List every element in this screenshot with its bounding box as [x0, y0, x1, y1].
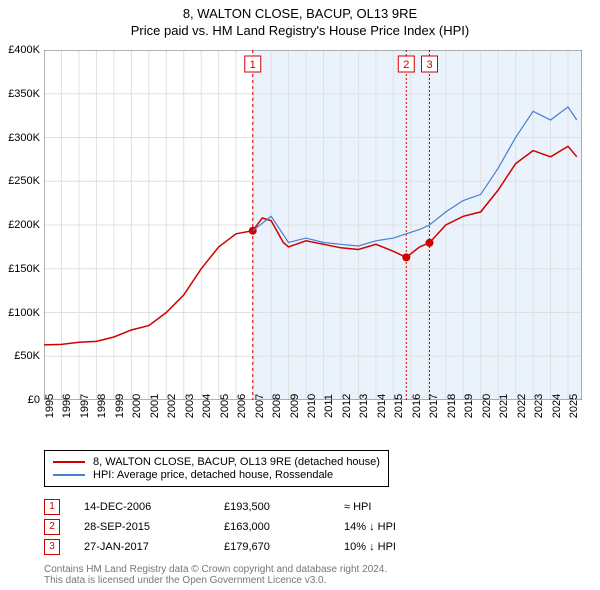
chart-title: 8, WALTON CLOSE, BACUP, OL13 9RE	[0, 0, 600, 21]
x-tick-label: 1999	[114, 394, 126, 418]
y-tick-label: £150K	[8, 263, 40, 275]
x-tick-label: 2002	[166, 394, 178, 418]
x-tick-label: 2018	[446, 394, 458, 418]
x-tick-label: 2025	[568, 394, 580, 418]
chart-subtitle: Price paid vs. HM Land Registry's House …	[0, 21, 600, 38]
x-tick-label: 2009	[289, 394, 301, 418]
x-tick-label: 2015	[393, 394, 405, 418]
footer-line: Contains HM Land Registry data © Crown c…	[44, 564, 387, 575]
legend-label: HPI: Average price, detached house, Ross…	[93, 469, 333, 481]
x-tick-label: 2024	[551, 394, 563, 418]
y-tick-label: £400K	[8, 44, 40, 56]
marker-badge: 1	[44, 499, 60, 515]
x-tick-label: 2005	[219, 394, 231, 418]
y-tick-label: £250K	[8, 175, 40, 187]
x-tick-label: 2007	[254, 394, 266, 418]
transaction-date: 28-SEP-2015	[84, 521, 224, 533]
x-tick-label: 1996	[61, 394, 73, 418]
transaction-price: £179,670	[224, 541, 344, 553]
table-row: 2 28-SEP-2015 £163,000 14% ↓ HPI	[44, 519, 444, 535]
x-tick-label: 2003	[184, 394, 196, 418]
y-tick-label: £0	[28, 394, 40, 406]
transaction-date: 27-JAN-2017	[84, 541, 224, 553]
table-row: 3 27-JAN-2017 £179,670 10% ↓ HPI	[44, 539, 444, 555]
x-tick-label: 1995	[44, 394, 56, 418]
y-tick-label: £200K	[8, 219, 40, 231]
x-tick-label: 2020	[481, 394, 493, 418]
footer-text: Contains HM Land Registry data © Crown c…	[44, 564, 387, 586]
legend-item: 8, WALTON CLOSE, BACUP, OL13 9RE (detach…	[53, 456, 380, 468]
transaction-pct: 10% ↓ HPI	[344, 541, 444, 553]
legend: 8, WALTON CLOSE, BACUP, OL13 9RE (detach…	[44, 450, 389, 487]
x-tick-label: 2000	[131, 394, 143, 418]
transaction-pct: ≈ HPI	[344, 501, 444, 513]
legend-item: HPI: Average price, detached house, Ross…	[53, 469, 380, 481]
table-row: 1 14-DEC-2006 £193,500 ≈ HPI	[44, 499, 444, 515]
x-tick-label: 1998	[96, 394, 108, 418]
transaction-price: £193,500	[224, 501, 344, 513]
transactions-table: 1 14-DEC-2006 £193,500 ≈ HPI 2 28-SEP-20…	[44, 495, 444, 559]
legend-swatch	[53, 474, 85, 476]
x-tick-label: 2008	[271, 394, 283, 418]
x-tick-label: 2001	[149, 394, 161, 418]
x-tick-label: 2004	[201, 394, 213, 418]
footer-line: This data is licensed under the Open Gov…	[44, 575, 387, 586]
legend-swatch	[53, 461, 85, 463]
x-tick-label: 2012	[341, 394, 353, 418]
x-tick-label: 2021	[498, 394, 510, 418]
transaction-pct: 14% ↓ HPI	[344, 521, 444, 533]
chart-svg: 1 2 3	[44, 50, 582, 400]
x-tick-label: 2014	[376, 394, 388, 418]
x-tick-label: 1997	[79, 394, 91, 418]
svg-text:1: 1	[250, 59, 256, 71]
x-tick-label: 2023	[533, 394, 545, 418]
y-tick-label: £100K	[8, 307, 40, 319]
x-tick-label: 2017	[428, 394, 440, 418]
svg-text:3: 3	[426, 59, 432, 71]
x-tick-label: 2016	[411, 394, 423, 418]
y-tick-label: £50K	[14, 350, 40, 362]
chart-area: 1 2 3	[44, 50, 582, 400]
x-tick-label: 2010	[306, 394, 318, 418]
transaction-date: 14-DEC-2006	[84, 501, 224, 513]
x-tick-label: 2019	[463, 394, 475, 418]
transaction-price: £163,000	[224, 521, 344, 533]
svg-text:2: 2	[403, 59, 409, 71]
legend-label: 8, WALTON CLOSE, BACUP, OL13 9RE (detach…	[93, 456, 380, 468]
marker-badge: 3	[44, 539, 60, 555]
marker-badge: 2	[44, 519, 60, 535]
x-tick-label: 2006	[236, 394, 248, 418]
x-tick-label: 2013	[358, 394, 370, 418]
x-tick-label: 2022	[516, 394, 528, 418]
y-tick-label: £350K	[8, 88, 40, 100]
x-tick-label: 2011	[323, 394, 335, 418]
y-tick-label: £300K	[8, 132, 40, 144]
